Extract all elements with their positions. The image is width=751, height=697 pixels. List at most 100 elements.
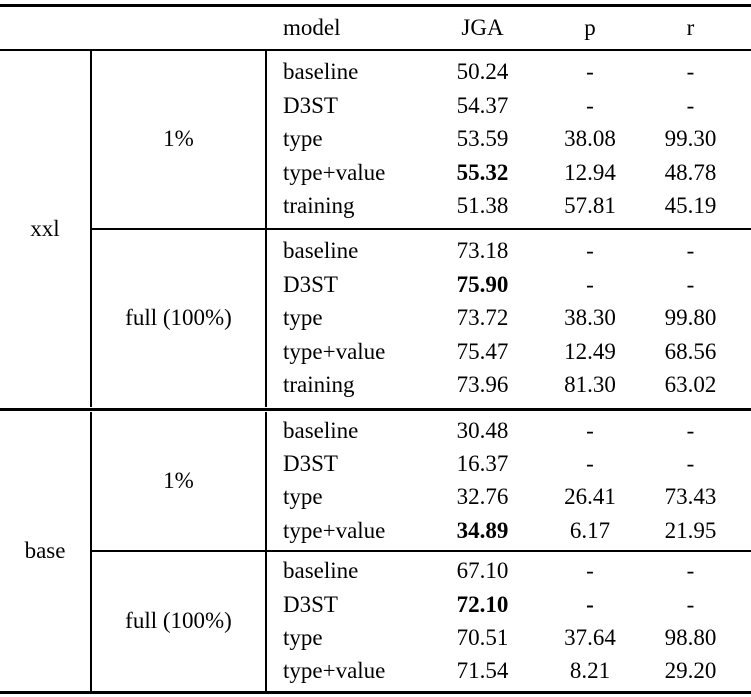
p-cell: 8.21 (569, 657, 611, 683)
p-cell: - (586, 558, 594, 584)
model-cell: training (283, 193, 355, 219)
pct-label: full (100%) (92, 551, 267, 691)
model-cell: training (283, 372, 355, 398)
bottom-rule (0, 690, 751, 694)
model-cell: D3ST (283, 271, 338, 297)
jga-cell: 73.72 (456, 305, 509, 331)
table-row: type 70.51 37.64 98.80 (267, 621, 751, 654)
table-row: training 73.96 81.30 63.02 (267, 369, 751, 403)
section-xxl: xxl 1% baseline 50.24 - - D3ST 54.37 (0, 50, 751, 408)
r-cell: - (686, 92, 695, 118)
table-row: type+value 34.89 6.17 21.95 (267, 514, 751, 547)
r-cell: 98.80 (664, 624, 717, 650)
jga-cell: 30.48 (456, 418, 509, 444)
pct-label: 1% (92, 411, 267, 551)
table-row: type+value 75.47 12.49 68.56 (267, 335, 751, 369)
jga-cell: 51.38 (456, 193, 509, 219)
table-row: baseline 73.18 - - (267, 235, 751, 269)
r-cell: - (686, 558, 695, 584)
block-xxl-1pct: 1% baseline 50.24 - - D3ST 54.37 - - (92, 50, 751, 229)
table-row: training 51.38 57.81 45.19 (267, 190, 751, 224)
jga-cell: 67.10 (456, 558, 509, 584)
jga-cell: 75.47 (456, 338, 509, 364)
model-cell: type+value (283, 657, 386, 683)
r-cell: 73.43 (664, 484, 717, 510)
jga-cell: 50.24 (456, 59, 509, 85)
column-header-jga: JGA (461, 14, 504, 40)
p-cell: - (586, 59, 594, 85)
r-cell: 21.95 (664, 517, 717, 543)
p-cell: 12.94 (564, 159, 616, 185)
model-cell: type+value (283, 517, 386, 543)
model-cell: D3ST (283, 92, 338, 118)
model-cell: baseline (283, 59, 359, 85)
p-cell: - (586, 271, 594, 297)
p-cell: 38.08 (564, 126, 616, 152)
model-cell: type (283, 484, 323, 510)
r-cell: 68.56 (664, 338, 717, 364)
jga-cell: 54.37 (456, 92, 509, 118)
r-cell: 99.80 (664, 305, 717, 331)
table-row: D3ST 72.10 - - (267, 588, 751, 621)
r-cell: - (686, 451, 695, 477)
table-row: D3ST 54.37 - - (267, 89, 751, 123)
jga-cell: 53.59 (456, 126, 509, 152)
r-cell: 63.02 (664, 372, 717, 398)
table-row: type 32.76 26.41 73.43 (267, 481, 751, 514)
p-cell: 26.41 (564, 484, 616, 510)
pct-label: 1% (92, 50, 267, 228)
rows-base-1pct: baseline 30.48 - - D3ST 16.37 - - ty (267, 412, 751, 551)
section-xxl-body: 1% baseline 50.24 - - D3ST 54.37 - - (92, 50, 751, 408)
jga-cell: 71.54 (456, 657, 509, 683)
column-header-model: model (283, 14, 341, 40)
p-cell: 12.49 (564, 338, 616, 364)
jga-cell: 70.51 (456, 624, 509, 650)
header-rule (0, 48, 751, 51)
table-row: D3ST 75.90 - - (267, 268, 751, 302)
group-label-xxl: xxl (0, 50, 92, 407)
group-label-base: base (0, 411, 92, 691)
block-base-full: full (100%) baseline 67.10 - - D3ST 72.1… (92, 551, 751, 691)
r-cell: - (686, 591, 695, 617)
model-cell: type (283, 624, 323, 650)
column-header-p: p (584, 14, 596, 40)
table-row: baseline 30.48 - - (267, 415, 751, 448)
rows-xxl-full: baseline 73.18 - - D3ST 75.90 - - ty (267, 230, 751, 408)
section-base-body: 1% baseline 30.48 - - D3ST 16.37 - - (92, 411, 751, 691)
model-cell: type+value (283, 159, 386, 185)
p-cell: 37.64 (564, 624, 616, 650)
jga-cell: 16.37 (456, 451, 509, 477)
model-cell: D3ST (283, 451, 338, 477)
jga-cell: 32.76 (456, 484, 509, 510)
p-cell: - (586, 418, 594, 444)
table-row: type 73.72 38.30 99.80 (267, 302, 751, 336)
r-cell: 29.20 (664, 657, 717, 683)
section-base: base 1% baseline 30.48 - - D3ST 16.37 (0, 411, 751, 691)
r-cell: - (686, 238, 695, 264)
p-cell: - (586, 238, 594, 264)
table-row: baseline 67.10 - - (267, 555, 751, 588)
p-cell: 38.30 (564, 305, 616, 331)
top-rule (0, 4, 751, 7)
block-separator (92, 228, 751, 230)
r-cell: - (686, 418, 695, 444)
pct-label: full (100%) (92, 229, 267, 407)
p-cell: 6.17 (569, 517, 611, 543)
jga-cell-bold: 55.32 (456, 159, 509, 185)
p-cell: - (586, 451, 594, 477)
model-cell: baseline (283, 558, 359, 584)
table-row: baseline 50.24 - - (267, 56, 751, 90)
rows-xxl-1pct: baseline 50.24 - - D3ST 54.37 - - ty (267, 51, 751, 229)
r-cell: 48.78 (664, 159, 717, 185)
model-cell: baseline (283, 238, 359, 264)
model-cell: type (283, 305, 323, 331)
p-cell-bold: - (586, 591, 594, 617)
jga-cell-bold: 75.90 (456, 271, 509, 297)
table-row: type+value 71.54 8.21 29.20 (267, 654, 751, 687)
model-cell: type (283, 126, 323, 152)
table-row: D3ST 16.37 - - (267, 448, 751, 481)
model-cell: type+value (283, 338, 386, 364)
r-cell: - (686, 271, 695, 297)
